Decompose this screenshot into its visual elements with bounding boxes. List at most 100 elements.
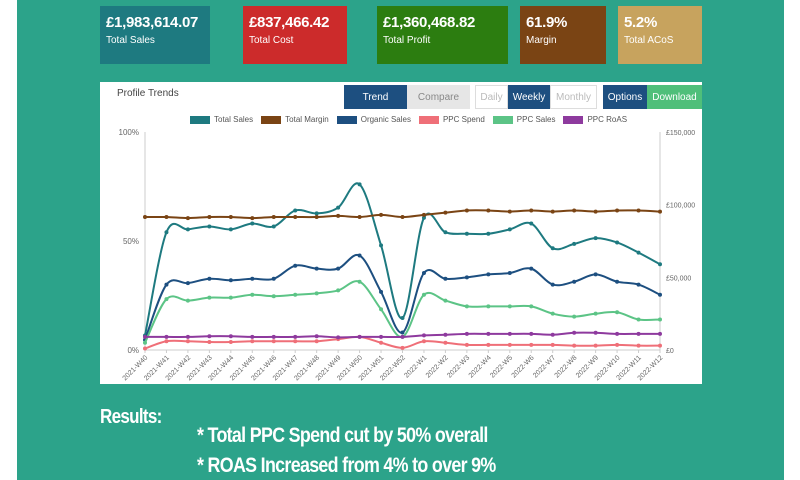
total-margin-point — [572, 208, 577, 213]
total-sales-point — [379, 243, 384, 248]
ppc-sales-point — [185, 298, 190, 303]
legend-label: PPC Sales — [516, 115, 556, 124]
ppc-spend-point — [507, 342, 512, 347]
results-heading: Results: — [100, 406, 162, 428]
legend-label: Total Margin — [285, 115, 329, 124]
legend-item-ppc-sales[interactable]: PPC Sales — [492, 115, 556, 124]
total-sales-point — [271, 224, 276, 229]
ppc-sales-point — [271, 294, 276, 299]
monthly-button[interactable]: Monthly — [550, 85, 597, 109]
kpi-total-cost: £837,466.42 Total Cost — [243, 6, 347, 64]
organic-sales-point — [572, 279, 577, 284]
ppc-spend-point — [250, 339, 255, 344]
total-margin-point — [293, 215, 298, 220]
ppc-sales-point — [615, 310, 620, 315]
kpi-value: 5.2% — [624, 14, 657, 31]
ppc-roas-point — [336, 335, 341, 340]
legend-swatch — [261, 115, 282, 124]
compare-button[interactable]: Compare — [407, 85, 470, 109]
right-tick-label: £150,000 — [666, 130, 695, 137]
total-margin-point — [593, 209, 598, 214]
ppc-roas-point — [572, 330, 577, 335]
ppc-sales-point — [228, 295, 233, 300]
ppc-roas-point — [550, 332, 555, 337]
ppc-roas-point — [185, 334, 190, 339]
legend-item-ppc-spend[interactable]: PPC Spend — [418, 115, 485, 124]
ppc-sales-point — [164, 297, 169, 302]
organic-sales-point — [185, 281, 190, 286]
organic-sales-point — [314, 266, 319, 271]
total-sales-point — [658, 262, 662, 267]
ppc-sales-point — [636, 317, 641, 322]
ppc-spend-point — [529, 342, 534, 347]
legend-item-organic-sales[interactable]: Organic Sales — [336, 115, 411, 124]
ppc-spend-point — [658, 343, 662, 348]
ppc-roas-point — [636, 331, 641, 336]
ppc-spend-point — [636, 343, 641, 348]
total-sales-point — [593, 236, 598, 241]
kpi-total-sales: £1,983,614.07 Total Sales — [100, 6, 210, 64]
ppc-roas-point — [293, 334, 298, 339]
options-button[interactable]: Options — [603, 85, 647, 109]
ppc-roas-point — [207, 334, 212, 339]
ppc-roas-point — [486, 331, 491, 336]
ppc-roas-point — [421, 333, 426, 338]
total-sales-point — [572, 241, 577, 246]
ppc-roas-point — [464, 331, 469, 336]
ppc-spend-point — [207, 340, 212, 345]
total-sales-point — [443, 230, 448, 235]
ppc-roas-point — [357, 334, 362, 339]
total-margin-point — [636, 208, 641, 213]
total-sales-line — [144, 182, 661, 336]
legend-item-total-margin[interactable]: Total Margin — [261, 115, 329, 124]
total-margin-point — [207, 215, 212, 220]
trend-button[interactable]: Trend — [344, 85, 407, 109]
ppc-spend-point — [143, 346, 147, 351]
organic-sales-point — [400, 330, 405, 335]
ppc-spend-point — [486, 342, 491, 347]
legend-item-total-sales[interactable]: Total Sales — [190, 115, 253, 124]
organic-sales-point — [207, 276, 212, 281]
total-margin-point — [185, 216, 190, 221]
total-sales-point — [507, 227, 512, 232]
download-button[interactable]: Download — [647, 85, 702, 109]
ppc-sales-point — [486, 304, 491, 309]
kpi-label: Margin — [526, 35, 557, 46]
total-sales-point — [486, 231, 491, 236]
total-margin-point — [271, 215, 276, 220]
kpi-label: Total Profit — [383, 35, 431, 46]
ppc-spend-point — [314, 339, 319, 344]
legend-item-ppc-roas[interactable]: PPC RoAS — [563, 115, 627, 124]
legend-swatch — [418, 115, 439, 124]
total-margin-point — [550, 209, 555, 214]
ppc-spend-point — [271, 339, 276, 344]
total-margin-point — [443, 210, 448, 215]
ppc-roas-point — [228, 334, 233, 339]
total-margin-point — [379, 212, 384, 217]
total-sales-point — [314, 211, 319, 216]
kpi-value: £1,983,614.07 — [106, 14, 199, 31]
ppc-sales-point — [529, 304, 534, 309]
total-margin-point — [486, 208, 491, 213]
ppc-spend-point — [572, 343, 577, 348]
ppc-spend-point — [228, 340, 233, 345]
ppc-sales-point — [293, 292, 298, 297]
total-margin-point — [357, 215, 362, 220]
ppc-roas-point — [143, 334, 147, 339]
legend-swatch — [336, 115, 357, 124]
ppc-sales-point — [464, 304, 469, 309]
organic-sales-point — [250, 276, 255, 281]
organic-sales-point — [593, 272, 598, 277]
total-margin-point — [464, 208, 469, 213]
ppc-spend-point — [615, 342, 620, 347]
kpi-value: £1,360,468.82 — [383, 14, 476, 31]
ppc-spend-point — [185, 339, 190, 344]
kpi-label: Total ACoS — [624, 35, 674, 46]
left-tick-label: 50% — [123, 237, 139, 246]
organic-sales-point — [443, 276, 448, 281]
ppc-sales-point — [550, 311, 555, 316]
kpi-value: 61.9% — [526, 14, 568, 31]
daily-button[interactable]: Daily — [475, 85, 508, 109]
weekly-button[interactable]: Weekly — [508, 85, 550, 109]
